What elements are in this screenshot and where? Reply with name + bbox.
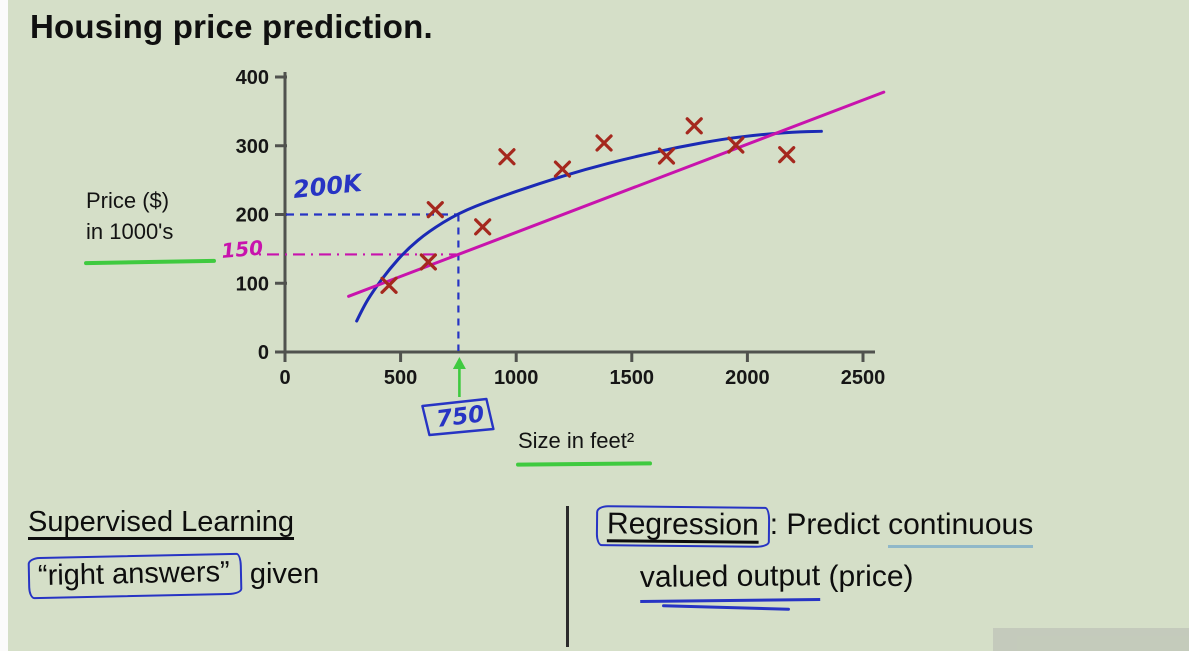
- regression-term-boxed: Regression: [595, 505, 770, 548]
- green-arrow-head: [452, 357, 466, 369]
- data-point-x-marker: [380, 276, 398, 294]
- y-tick-label: 0: [258, 342, 269, 364]
- x-tick-label: 0: [279, 367, 290, 389]
- y-tick-label: 100: [236, 273, 269, 295]
- y-axis-label: Price ($) in 1000's: [86, 186, 173, 248]
- handwritten-200k-label: 200K: [292, 169, 366, 204]
- x-axis-label: Size in feet²: [518, 428, 635, 453]
- blue-underline-extra: [661, 603, 791, 611]
- right-answers-line: “right answers” given: [27, 552, 320, 600]
- handwritten-750-label: 750: [435, 401, 486, 433]
- data-point-x-marker: [595, 134, 613, 152]
- watermark-area: [993, 628, 1189, 651]
- y-tick-label: 300: [236, 136, 269, 158]
- series-linear-model-fit: [347, 90, 886, 298]
- predict-text: : Predict: [769, 508, 889, 541]
- data-point-x-marker: [419, 253, 437, 271]
- y-axis-label-line2: in 1000's: [86, 218, 174, 244]
- chart-canvas: 0 100 200 300 400 0 500 1000 1500 2000 2500 200K 150…: [220, 67, 886, 437]
- data-point-x-marker: [474, 218, 492, 236]
- given-text: given: [241, 558, 320, 590]
- x-tick-label: 2000: [725, 367, 770, 389]
- data-point-x-marker: [727, 136, 745, 154]
- x-tick-label: 1500: [610, 367, 655, 389]
- data-point-x-marker: [685, 117, 703, 135]
- section-divider: [566, 506, 569, 647]
- x-tick-label: 1000: [494, 367, 539, 389]
- data-point-x-marker: [657, 147, 676, 165]
- y-tick-label: 400: [236, 67, 269, 89]
- housing-price-chart: 0 100 200 300 400 0 500 1000 1500 2000 2500 200K 150…: [80, 60, 910, 485]
- regression-definition-line2: valued output (price): [639, 558, 1176, 611]
- right-answers-boxed: “right answers”: [27, 552, 243, 600]
- regression-term: Regression: [606, 507, 759, 542]
- data-point-x-marker: [778, 146, 796, 164]
- supervised-learning-heading: Supervised Learning: [28, 506, 295, 538]
- page-title: Housing price prediction.: [30, 8, 433, 45]
- x-tick-label: 2500: [841, 367, 886, 389]
- y-axis-label-line1: Price ($): [86, 188, 170, 213]
- sketch-box-750: [421, 397, 495, 437]
- valued-output-word: valued output: [639, 558, 821, 602]
- data-point-x-marker: [553, 160, 572, 178]
- data-point-x-marker: [426, 201, 444, 219]
- regression-definition-line1: Regression : Predict continuous: [595, 505, 1176, 548]
- price-text: (price): [820, 559, 914, 593]
- handwritten-150-label: 150: [220, 235, 264, 263]
- series-curved-model-fit: [355, 129, 823, 323]
- data-point-x-marker: [498, 148, 516, 166]
- x-tick-label: 500: [384, 367, 417, 389]
- y-tick-label: 200: [236, 205, 269, 227]
- supervised-learning-note: Supervised Learning “right answers” give…: [27, 506, 320, 600]
- left-edge-strip: [0, 0, 8, 651]
- continuous-word: continuous: [888, 508, 1034, 548]
- regression-note: Regression : Predict continuous valued ou…: [595, 505, 1176, 611]
